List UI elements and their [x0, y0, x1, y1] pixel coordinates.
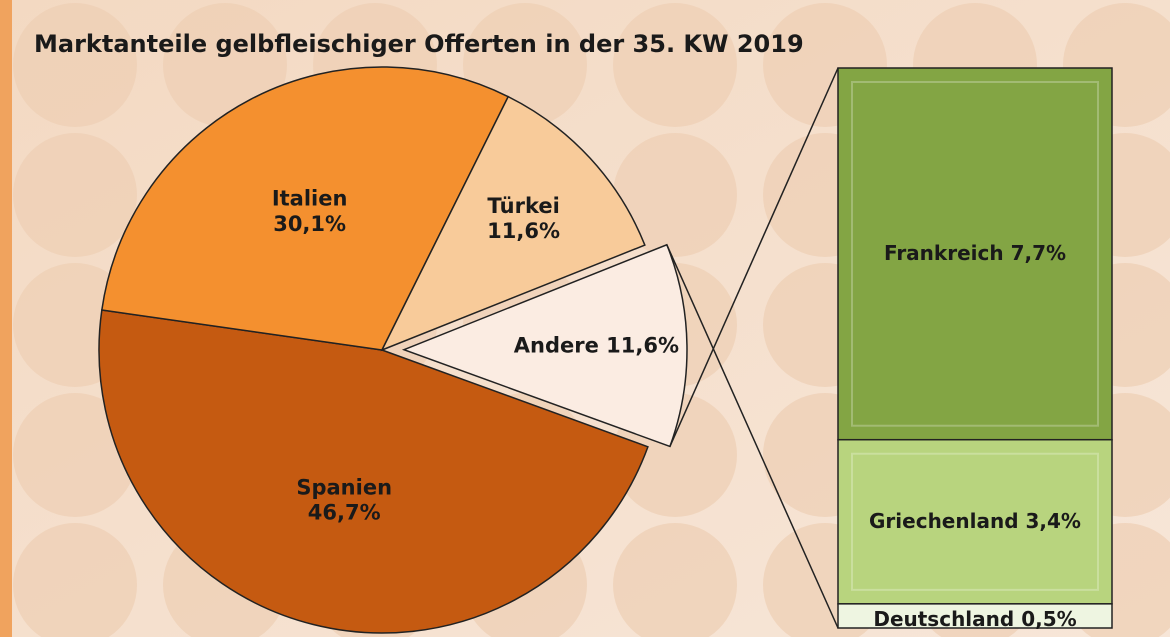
- label-part: 30,1%: [273, 212, 346, 236]
- data-label: Frankreich 7,7%: [884, 240, 1066, 264]
- data-label: Türkei 11,6%: [487, 194, 560, 243]
- connector: [669, 67, 839, 447]
- pie-slice: [100, 66, 510, 351]
- label-line: Italien: [272, 187, 348, 211]
- label-line: 46,7%: [308, 501, 381, 525]
- label-line: Türkei: [487, 194, 559, 218]
- pie-slice: [380, 95, 646, 352]
- label-part: 11,6%: [487, 219, 560, 243]
- label-line: 11,6%: [487, 219, 560, 243]
- data-label: Italien 30,1%: [272, 187, 348, 236]
- label-part: 46,7%: [308, 501, 381, 525]
- label-part: Türkei: [487, 194, 559, 218]
- label-part: Griechenland: [869, 508, 1019, 532]
- data-label: Griechenland 3,4%: [869, 508, 1081, 532]
- pie-slice: [98, 309, 649, 634]
- label-part: Andere: [514, 334, 599, 358]
- chart-title: Marktanteile gelbfleischiger Offerten in…: [34, 30, 804, 58]
- label-part: 7,7%: [1011, 240, 1066, 264]
- data-label: Deutschland 0,5%: [873, 606, 1076, 630]
- label-part: Frankreich: [884, 240, 1004, 264]
- label-part: 0,5%: [1021, 606, 1076, 630]
- data-label: Andere 11,6%: [514, 334, 679, 358]
- bar-segment: [837, 438, 1113, 605]
- label-part: 3,4%: [1026, 508, 1081, 532]
- label-line: Deutschland 0,5%: [873, 606, 1076, 630]
- label-part: Deutschland: [873, 606, 1014, 630]
- bevel: [851, 81, 1099, 427]
- label-line: Andere 11,6%: [514, 334, 679, 358]
- label-line: Spanien: [296, 475, 392, 499]
- bar-segment: [837, 67, 1113, 441]
- label-line: Frankreich 7,7%: [884, 240, 1066, 264]
- label-part: Spanien: [296, 475, 392, 499]
- label-part: Italien: [272, 187, 348, 211]
- side-strip: [0, 0, 12, 637]
- pie-slice: [401, 243, 688, 448]
- bevel: [851, 452, 1099, 591]
- label-line: 30,1%: [273, 212, 346, 236]
- data-label: Spanien 46,7%: [296, 475, 392, 524]
- bar-segment: [837, 603, 1113, 629]
- connector: [666, 244, 839, 629]
- label-part: 11,6%: [606, 334, 679, 358]
- label-line: Griechenland 3,4%: [869, 508, 1081, 532]
